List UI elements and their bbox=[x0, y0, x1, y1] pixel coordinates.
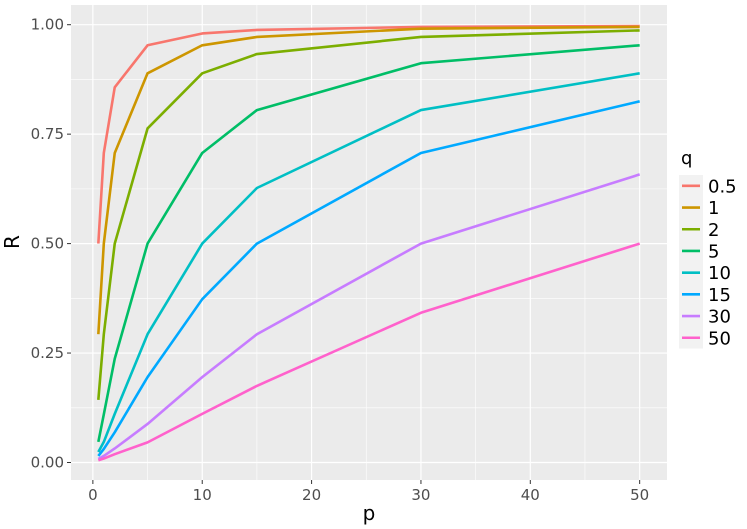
y-axis-ticks: 0.00 0.25 0.50 0.75 1.00 bbox=[31, 16, 71, 471]
series-lines bbox=[97, 24, 641, 462]
y-tick-label: 0.50 bbox=[31, 235, 64, 253]
series-line-q-5 bbox=[97, 43, 640, 443]
y-tick-label: 0.75 bbox=[31, 125, 64, 143]
y-tick-label: 0.25 bbox=[31, 344, 64, 362]
legend-label-q-15: 15 bbox=[708, 285, 731, 306]
series-line-q-2 bbox=[97, 29, 640, 400]
y-tick-label: 1.00 bbox=[31, 16, 64, 34]
x-tick-label: 0 bbox=[88, 486, 98, 504]
x-axis-title: p bbox=[363, 501, 376, 525]
legend-label-q-5: 5 bbox=[708, 241, 719, 262]
x-tick-label: 20 bbox=[302, 486, 321, 504]
legend-key-background bbox=[679, 175, 703, 349]
legend-label-q-50: 50 bbox=[708, 328, 731, 349]
series-line-q-1 bbox=[97, 25, 640, 335]
series-line-q-15 bbox=[97, 100, 640, 457]
x-axis-ticks: 0 10 20 30 40 50 bbox=[88, 480, 649, 504]
legend-label-q-30: 30 bbox=[708, 307, 731, 328]
y-tick-label: 0.00 bbox=[31, 453, 64, 471]
legend-label-q-10: 10 bbox=[708, 263, 731, 284]
legend-label-q-0.5: 0.5 bbox=[708, 176, 737, 197]
plot-background bbox=[71, 5, 667, 480]
series-line-q-0.5 bbox=[97, 24, 640, 244]
y-axis-title: R bbox=[0, 235, 24, 249]
x-tick-label: 50 bbox=[630, 486, 649, 504]
series-line-q-10 bbox=[97, 72, 640, 453]
x-tick-label: 10 bbox=[193, 486, 212, 504]
legend-label-q-1: 1 bbox=[708, 198, 719, 219]
legend-title: q bbox=[681, 148, 692, 169]
legend-label-q-2: 2 bbox=[708, 220, 719, 241]
series-line-q-30 bbox=[97, 173, 641, 461]
x-tick-label: 30 bbox=[411, 486, 430, 504]
series-line-q-50 bbox=[97, 242, 641, 462]
x-tick-label: 40 bbox=[521, 486, 540, 504]
